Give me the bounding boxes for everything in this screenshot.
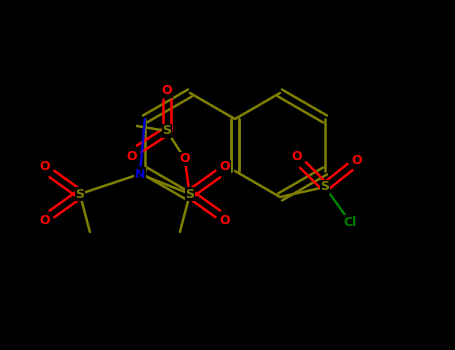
Text: S: S — [320, 181, 329, 194]
Text: S: S — [162, 125, 172, 138]
Text: O: O — [40, 215, 50, 228]
Text: N: N — [135, 168, 145, 181]
Text: S: S — [185, 188, 194, 201]
Text: O: O — [180, 153, 190, 166]
Text: O: O — [126, 149, 137, 162]
Text: O: O — [220, 215, 230, 228]
Text: O: O — [220, 161, 230, 174]
Text: O: O — [352, 154, 362, 168]
Text: O: O — [40, 161, 50, 174]
Text: Cl: Cl — [344, 216, 357, 229]
Text: S: S — [76, 188, 84, 201]
Text: O: O — [162, 84, 172, 98]
Text: O: O — [292, 150, 302, 163]
